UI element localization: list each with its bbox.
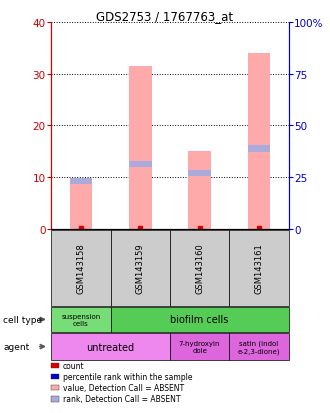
Bar bbox=[188, 170, 211, 177]
Text: GSM143161: GSM143161 bbox=[254, 243, 264, 294]
Bar bbox=[70, 178, 92, 184]
Bar bbox=[129, 161, 151, 168]
Text: value, Detection Call = ABSENT: value, Detection Call = ABSENT bbox=[63, 383, 184, 392]
Text: GSM143159: GSM143159 bbox=[136, 243, 145, 294]
Text: cell type: cell type bbox=[3, 315, 43, 324]
Text: GDS2753 / 1767763_at: GDS2753 / 1767763_at bbox=[96, 10, 234, 23]
Text: GSM143160: GSM143160 bbox=[195, 243, 204, 294]
Text: agent: agent bbox=[3, 342, 30, 351]
Text: rank, Detection Call = ABSENT: rank, Detection Call = ABSENT bbox=[63, 394, 180, 404]
Text: GSM143158: GSM143158 bbox=[76, 243, 85, 294]
Text: untreated: untreated bbox=[86, 342, 135, 352]
Bar bbox=[129, 66, 151, 229]
Text: biofilm cells: biofilm cells bbox=[171, 315, 229, 325]
Bar bbox=[188, 152, 211, 229]
Bar bbox=[70, 180, 92, 229]
Bar bbox=[248, 146, 270, 152]
Text: percentile rank within the sample: percentile rank within the sample bbox=[63, 372, 192, 381]
Text: count: count bbox=[63, 361, 84, 370]
Text: 7-hydroxyin
dole: 7-hydroxyin dole bbox=[179, 340, 220, 353]
Bar bbox=[248, 54, 270, 229]
Text: suspension
cells: suspension cells bbox=[61, 313, 100, 326]
Text: satin (indol
e-2,3-dione): satin (indol e-2,3-dione) bbox=[238, 340, 280, 354]
